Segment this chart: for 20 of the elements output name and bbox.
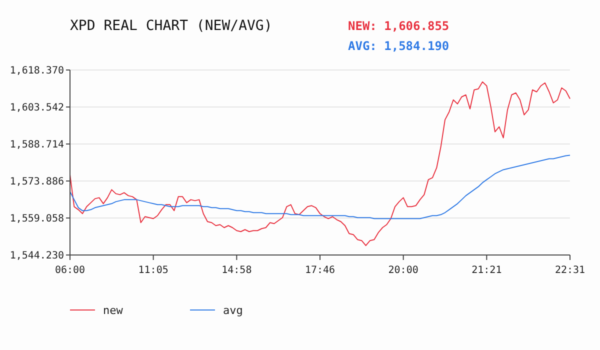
x-tick-label: 11:05 [138,265,168,276]
legend-label: new [103,304,124,317]
y-tick-label: 1,618.370 [10,66,64,76]
chart-title: XPD REAL CHART (NEW/AVG) [70,18,272,34]
x-tick-label: 06:00 [54,265,86,276]
text: AVG: 1,584.190 [348,39,450,53]
x-tick-label: 22:31 [554,265,586,276]
text: NEW: 1,606.855 [348,19,450,33]
x-tick-label: 21:21 [472,265,502,276]
x-tick-label: 14:58 [222,265,252,276]
x-tick-label: 17:46 [304,265,336,276]
x-tick-label: 20:00 [388,265,418,276]
y-tick-label: 1,544.230 [10,250,64,262]
y-tick-label: 1,588.714 [10,140,64,150]
y-tick-label: 1,603.542 [10,102,64,114]
y-tick-label: 1,573.886 [10,176,64,188]
legend-label: avg [223,304,243,317]
y-tick-label: 1,559.058 [10,214,64,224]
line-series [70,81,570,246]
line-series [70,154,570,220]
